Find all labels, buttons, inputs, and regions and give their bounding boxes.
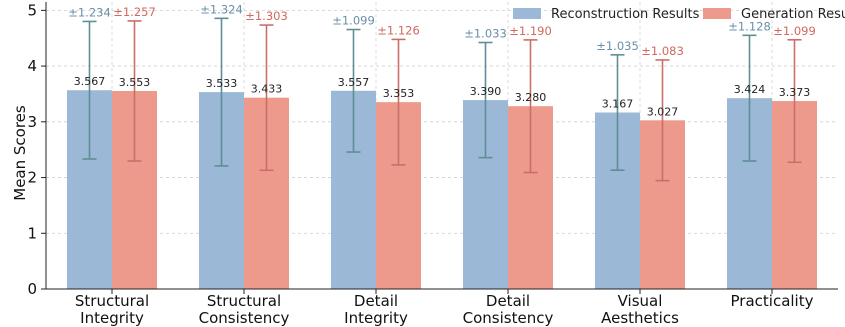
error-value-label: ±1.234 — [68, 5, 111, 19]
y-tick-label: 1 — [27, 224, 37, 242]
bar-value-label: 3.567 — [74, 75, 106, 88]
x-tick-label: Structural Integrity — [75, 292, 149, 327]
x-tick-label: Detail Consistency — [463, 292, 554, 327]
x-tick-label: Structural Consistency — [199, 292, 290, 327]
legend-label: Reconstruction Results — [551, 7, 700, 22]
error-value-label: ±1.035 — [596, 39, 639, 53]
error-value-label: ±1.099 — [773, 24, 816, 38]
bar-value-label: 3.280 — [515, 91, 547, 104]
legend-swatch — [513, 8, 541, 19]
y-axis-label: Mean Scores — [11, 105, 29, 201]
error-value-label: ±1.324 — [200, 2, 243, 16]
y-tick-label: 0 — [27, 280, 37, 298]
y-tick-label: 3 — [27, 113, 37, 131]
y-tick-label: 4 — [27, 57, 37, 75]
error-value-label: ±1.257 — [113, 5, 156, 19]
y-tick-label: 5 — [27, 1, 37, 19]
x-tick-label-line: Structural — [207, 292, 281, 310]
x-tick-label-line: Integrity — [80, 309, 144, 327]
error-value-label: ±1.128 — [728, 19, 771, 33]
bar-value-label: 3.373 — [779, 86, 811, 99]
x-tick-label-line: Visual — [618, 292, 663, 310]
error-value-label: ±1.099 — [332, 14, 375, 28]
bar-value-label: 3.027 — [647, 105, 679, 118]
legend-label: Generation Results — [741, 7, 845, 22]
bar-value-label: 3.390 — [470, 85, 502, 98]
error-value-label: ±1.303 — [245, 9, 288, 23]
bars — [67, 90, 817, 290]
x-tick-label-line: Structural — [75, 292, 149, 310]
legend-swatch — [703, 8, 731, 19]
bar-value-label: 3.424 — [734, 83, 766, 96]
x-tick-label-line: Practicality — [731, 292, 814, 310]
x-tick-label-line: Detail — [486, 292, 530, 310]
bar-value-label: 3.353 — [383, 87, 415, 100]
bar-value-label: 3.557 — [338, 76, 370, 89]
data-labels: 3.567 ±1.234 3.533 ±1.324 3.557 ±1.099 3.390 ±1… — [68, 2, 816, 118]
bar-value-label: 3.167 — [602, 98, 634, 111]
legend: Reconstruction Results Generation Results — [513, 7, 845, 22]
y-tick-label: 2 — [27, 169, 37, 187]
error-value-label: ±1.126 — [377, 23, 420, 37]
error-value-label: ±1.190 — [509, 24, 552, 38]
grid — [46, 2, 838, 290]
x-tick-label-line: Integrity — [344, 309, 408, 327]
bar-value-label: 3.553 — [119, 76, 151, 89]
error-value-label: ±1.033 — [464, 27, 507, 41]
x-tick-label-line: Consistency — [463, 309, 554, 327]
bar-value-label: 3.433 — [251, 83, 283, 96]
x-tick-label: Detail Integrity — [344, 292, 408, 327]
x-tick-label-line: Detail — [354, 292, 398, 310]
bar-value-label: 3.533 — [206, 77, 238, 90]
error-value-label: ±1.083 — [641, 44, 684, 58]
error-bars — [82, 17, 802, 182]
x-tick-label: Practicality — [731, 292, 814, 310]
x-tick-label-line: Aesthetics — [601, 309, 679, 327]
x-tick-label: Visual Aesthetics — [601, 292, 679, 327]
x-tick-label-line: Consistency — [199, 309, 290, 327]
